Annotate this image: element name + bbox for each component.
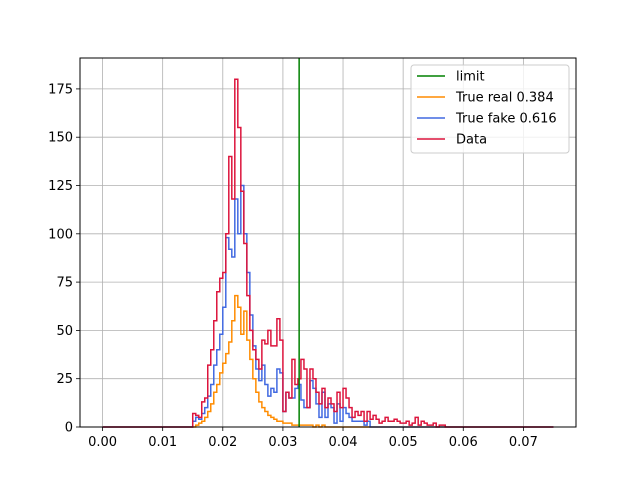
- x-tick-label: 0.07: [509, 435, 538, 450]
- x-tick-label: 0.03: [268, 435, 297, 450]
- x-tick-label: 0.06: [449, 435, 478, 450]
- y-axis: 0 25 50 75 100 125 150 175: [48, 82, 80, 436]
- y-tick-label: 75: [56, 276, 73, 291]
- x-axis: 0.00 0.01 0.02 0.03 0.04 0.05 0.06 0.07: [88, 427, 538, 450]
- legend-label: limit: [456, 70, 485, 85]
- y-tick-label: 50: [56, 324, 73, 339]
- legend: limit True real 0.384 True fake 0.616 Data: [410, 64, 570, 154]
- x-tick-label: 0.01: [148, 435, 177, 450]
- x-tick-label: 0.02: [208, 435, 237, 450]
- legend-label: True fake 0.616: [455, 112, 557, 127]
- legend-box: [410, 64, 570, 154]
- y-tick-label: 125: [48, 179, 73, 194]
- legend-label: True real 0.384: [455, 91, 554, 106]
- y-tick-label: 100: [48, 227, 73, 242]
- y-tick-label: 25: [56, 372, 73, 387]
- y-tick-label: 175: [48, 82, 73, 97]
- x-tick-label: 0.04: [329, 435, 358, 450]
- x-tick-label: 0.05: [389, 435, 418, 450]
- y-tick-label: 150: [48, 131, 73, 146]
- series-step-2: [102, 78, 554, 428]
- plot-frame: [79, 57, 577, 428]
- y-tick-label: 0: [65, 421, 73, 436]
- legend-label: Data: [456, 133, 487, 148]
- x-tick-label: 0.00: [88, 435, 117, 450]
